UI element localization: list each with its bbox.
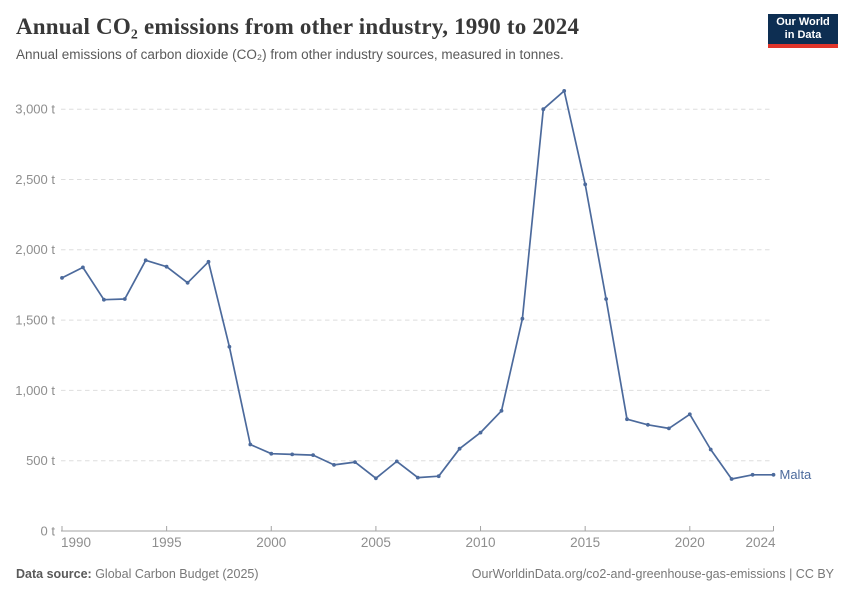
data-point-1996[interactable] xyxy=(185,280,190,285)
data-point-2014[interactable] xyxy=(562,89,567,93)
data-point-2007[interactable] xyxy=(415,475,420,480)
owid-logo[interactable]: Our World in Data xyxy=(768,14,838,48)
data-point-2016[interactable] xyxy=(604,297,608,301)
data-point-1997[interactable] xyxy=(206,259,211,264)
footer-citation-link[interactable]: OurWorldinData.org/co2-and-greenhouse-ga… xyxy=(471,567,834,581)
chart-header: Annual CO₂ emissions from other industry… xyxy=(16,14,756,62)
x-axis-label-2024: 2024 xyxy=(745,535,776,550)
y-axis-label-3000: 3,000 t xyxy=(15,102,55,117)
data-point-2008[interactable] xyxy=(436,474,441,479)
data-point-1990[interactable] xyxy=(60,276,64,280)
x-axis-label-2000: 2000 xyxy=(256,535,286,550)
data-point-2009[interactable] xyxy=(457,446,462,451)
data-point-2012[interactable] xyxy=(520,316,525,321)
owid-logo-line1: Our World xyxy=(776,16,830,28)
data-source-text: Global Carbon Budget (2025) xyxy=(91,567,259,581)
data-source: Data source: Global Carbon Budget (2025) xyxy=(16,567,259,581)
data-point-2022[interactable] xyxy=(729,477,734,481)
data-point-1991[interactable] xyxy=(81,265,85,270)
x-axis-label-2015: 2015 xyxy=(570,535,600,550)
data-point-2017[interactable] xyxy=(625,417,629,422)
data-point-1998[interactable] xyxy=(227,344,232,349)
line-series-malta[interactable] xyxy=(61,90,775,480)
data-point-1999[interactable] xyxy=(248,442,253,447)
data-point-2000[interactable] xyxy=(269,451,274,456)
data-point-2019[interactable] xyxy=(667,426,671,431)
data-source-label: Data source: xyxy=(16,567,92,581)
data-point-2002[interactable] xyxy=(311,453,315,457)
data-point-1995[interactable] xyxy=(164,264,169,269)
x-axis-label-1995: 1995 xyxy=(152,535,182,550)
data-point-2005[interactable] xyxy=(374,476,378,481)
data-point-2013[interactable] xyxy=(541,107,546,112)
series-entity-label[interactable]: Malta xyxy=(780,467,813,482)
chart-footer: Data source: Global Carbon Budget (2025)… xyxy=(16,567,834,581)
y-axis-label-2000: 2,000 t xyxy=(15,242,55,257)
data-point-2001[interactable] xyxy=(290,452,295,457)
data-point-2020[interactable] xyxy=(687,412,692,417)
y-axis-label-0: 0 t xyxy=(41,523,56,538)
data-point-2021[interactable] xyxy=(708,447,713,452)
data-point-2018[interactable] xyxy=(646,422,650,427)
data-point-2004[interactable] xyxy=(353,460,357,464)
line-chart-canvas[interactable]: 0 t 500 t 1,000 t 1,500 t 2,000 t 2,500 t 3,00… xyxy=(0,80,850,558)
data-point-1994[interactable] xyxy=(143,258,148,263)
x-axis-label-2020: 2020 xyxy=(675,535,705,550)
x-axis-label-1990: 1990 xyxy=(61,535,91,550)
y-axis-label-2500: 2,500 t xyxy=(15,172,55,187)
y-axis-label-1500: 1,500 t xyxy=(15,313,55,328)
y-axis-label-1000: 1,000 t xyxy=(15,383,55,398)
data-point-2024[interactable] xyxy=(771,472,776,477)
data-point-2023[interactable] xyxy=(750,472,755,477)
page-subtitle: Annual emissions of carbon dioxide (CO₂)… xyxy=(16,47,564,62)
x-axis-label-2010: 2010 xyxy=(466,535,496,550)
page-title: Annual CO₂ emissions from other industry… xyxy=(16,14,580,39)
y-axis-label-500: 500 t xyxy=(26,453,55,468)
data-point-2006[interactable] xyxy=(394,459,399,464)
data-point-2003[interactable] xyxy=(332,463,336,467)
data-point-1993[interactable] xyxy=(122,297,127,301)
x-axis-label-2005: 2005 xyxy=(361,535,391,550)
data-point-2015[interactable] xyxy=(583,182,588,187)
data-point-2011[interactable] xyxy=(499,408,504,413)
data-point-2010[interactable] xyxy=(478,430,483,435)
data-point-1992[interactable] xyxy=(102,297,106,302)
owid-logo-line2: in Data xyxy=(784,29,822,41)
